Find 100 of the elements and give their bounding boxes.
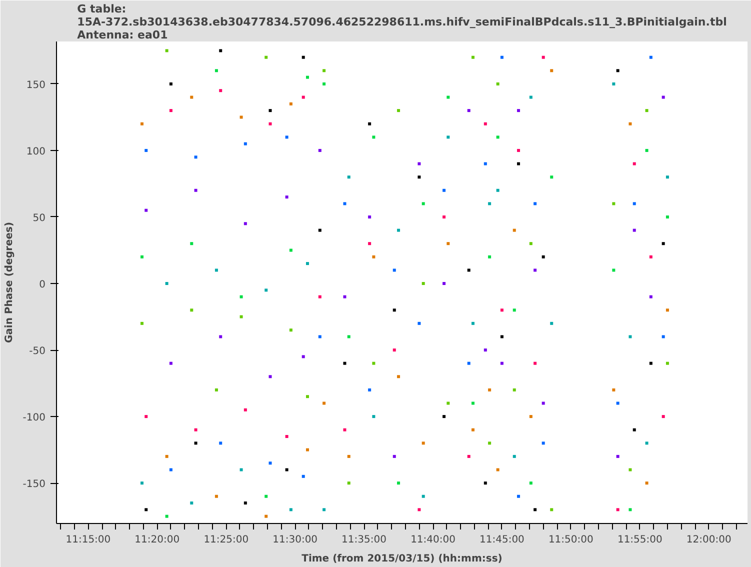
point bbox=[446, 242, 450, 246]
point bbox=[446, 96, 450, 99]
point bbox=[422, 282, 425, 285]
point bbox=[534, 362, 537, 365]
point bbox=[645, 148, 648, 152]
point bbox=[496, 468, 500, 472]
point bbox=[529, 482, 532, 485]
point bbox=[500, 308, 504, 312]
point bbox=[472, 322, 475, 325]
point bbox=[219, 335, 222, 338]
point bbox=[534, 268, 537, 272]
point bbox=[472, 402, 475, 405]
point bbox=[322, 508, 326, 512]
point bbox=[268, 375, 272, 378]
point bbox=[442, 188, 446, 192]
point bbox=[190, 502, 194, 505]
point bbox=[397, 109, 400, 112]
point bbox=[214, 69, 218, 72]
point bbox=[500, 56, 504, 59]
point bbox=[306, 448, 309, 452]
point bbox=[264, 56, 268, 59]
point bbox=[347, 482, 350, 485]
point bbox=[496, 82, 500, 86]
point bbox=[422, 442, 425, 445]
point bbox=[169, 362, 172, 365]
point bbox=[467, 454, 470, 458]
point bbox=[632, 202, 636, 206]
point bbox=[144, 208, 148, 212]
point bbox=[318, 228, 322, 232]
point bbox=[244, 408, 247, 412]
point bbox=[306, 395, 309, 398]
point bbox=[645, 482, 648, 485]
point bbox=[140, 255, 144, 258]
point bbox=[285, 196, 288, 199]
point bbox=[302, 355, 305, 358]
point bbox=[194, 156, 198, 159]
x-axis-title: Time (from 2015/03/15) (hh:mm:ss) bbox=[302, 554, 502, 564]
point bbox=[542, 255, 545, 258]
point bbox=[529, 242, 532, 246]
x-tick-label: 11:45:00 bbox=[480, 534, 524, 546]
x-tick-label: 11:40:00 bbox=[410, 534, 456, 546]
point bbox=[628, 508, 632, 512]
point bbox=[268, 122, 272, 126]
point bbox=[372, 362, 376, 365]
point bbox=[529, 96, 532, 99]
point bbox=[467, 109, 470, 112]
x-tick-label: 11:55:00 bbox=[617, 534, 662, 546]
point bbox=[517, 162, 520, 166]
point bbox=[397, 482, 400, 485]
point bbox=[500, 335, 504, 338]
point bbox=[612, 268, 616, 272]
y-tick-label: 100 bbox=[26, 146, 46, 158]
point bbox=[484, 162, 487, 166]
point bbox=[512, 228, 516, 232]
y-tick-label: 150 bbox=[26, 80, 46, 91]
x-tick-label: 11:20:00 bbox=[134, 534, 180, 546]
x-tick-label: 11:30:00 bbox=[272, 534, 318, 546]
point bbox=[418, 508, 421, 512]
point bbox=[318, 148, 322, 152]
point bbox=[500, 362, 504, 365]
point bbox=[214, 388, 218, 392]
y-tick-label: 0 bbox=[39, 280, 46, 290]
point bbox=[542, 402, 545, 405]
point bbox=[649, 295, 652, 298]
point bbox=[397, 375, 400, 378]
point bbox=[496, 188, 500, 192]
point bbox=[392, 268, 396, 272]
y-axis-title: Gain Phase (degrees) bbox=[4, 222, 15, 344]
point bbox=[666, 362, 669, 365]
point bbox=[140, 482, 144, 485]
point bbox=[285, 136, 288, 139]
point bbox=[616, 454, 620, 458]
point bbox=[347, 335, 350, 338]
point bbox=[645, 442, 648, 445]
point bbox=[264, 494, 268, 498]
point bbox=[302, 56, 305, 59]
point bbox=[446, 402, 450, 405]
point bbox=[628, 335, 632, 338]
point bbox=[190, 96, 194, 99]
point bbox=[496, 136, 500, 139]
point bbox=[632, 228, 636, 232]
point bbox=[244, 502, 247, 505]
point bbox=[632, 162, 636, 166]
point bbox=[628, 122, 632, 126]
point bbox=[190, 242, 194, 246]
point bbox=[343, 362, 346, 365]
x-tick-label: 11:50:00 bbox=[548, 534, 594, 546]
point bbox=[240, 295, 243, 298]
point bbox=[343, 295, 346, 298]
y-tick-label: -150 bbox=[22, 479, 46, 490]
point bbox=[347, 454, 350, 458]
point bbox=[512, 454, 516, 458]
point bbox=[368, 388, 372, 392]
point bbox=[392, 454, 396, 458]
point bbox=[268, 109, 272, 112]
point bbox=[616, 69, 620, 72]
point bbox=[550, 322, 554, 325]
y-tick-label: -50 bbox=[29, 346, 46, 358]
point bbox=[144, 415, 148, 418]
point bbox=[306, 76, 309, 79]
